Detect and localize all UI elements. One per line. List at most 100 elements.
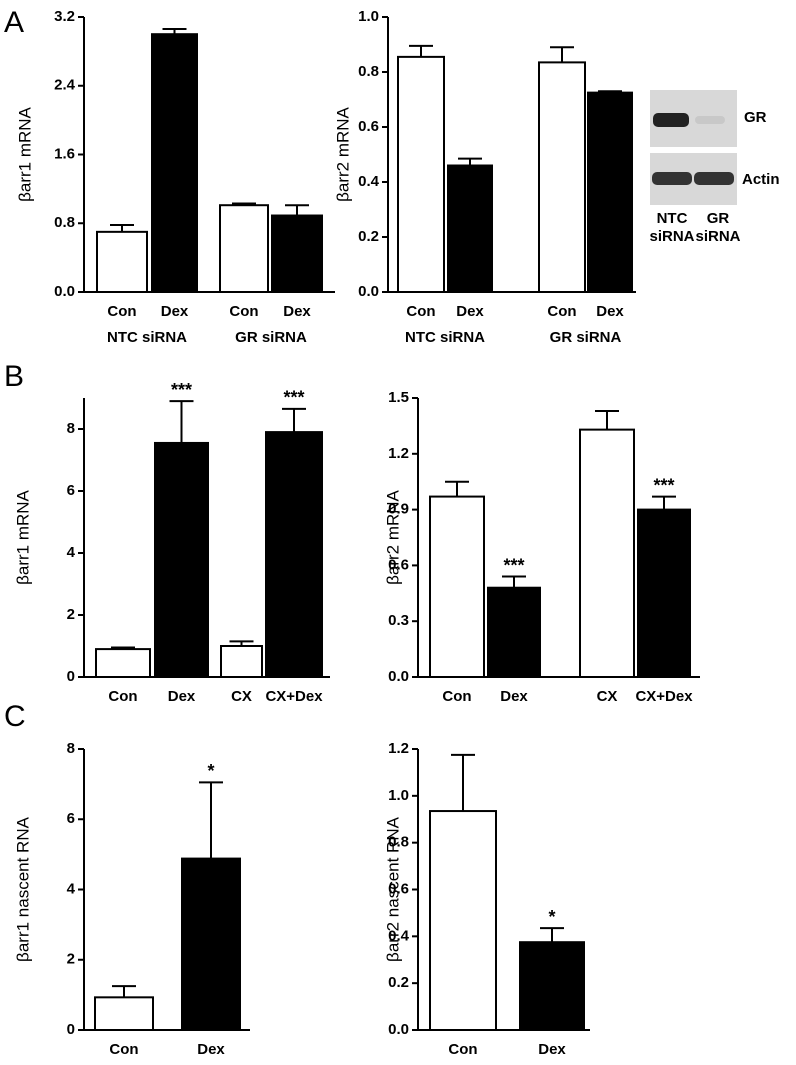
y-tick-label: 0.8 — [54, 214, 75, 231]
panel-label: B — [4, 360, 24, 393]
bar — [96, 230, 148, 293]
chart: βarr2 nascent RNA 0.0 0.2 0.4 0.6 0.8 1.0 1.2 Co… — [383, 740, 590, 1058]
y-tick-label: 1.2 — [388, 445, 409, 462]
y-tick-label: 6 — [67, 810, 75, 827]
blot-lane-label: siRNA — [649, 228, 694, 245]
x-tick-label: Con — [547, 303, 576, 320]
y-tick-label: 0.6 — [358, 118, 379, 135]
blot-lane-label: NTC — [657, 210, 688, 227]
y-tick-label: 0.8 — [388, 834, 409, 851]
y-tick-label: 1.5 — [388, 389, 409, 406]
y-tick-label: 3.2 — [54, 8, 75, 25]
y-tick-label: 6 — [67, 482, 75, 499]
significance-label: *** — [503, 555, 524, 575]
x-tick-label: CX+Dex — [265, 688, 323, 705]
y-tick-label: 1.2 — [388, 740, 409, 757]
y-tick-label: 8 — [67, 740, 75, 757]
bar — [538, 61, 586, 293]
bar — [637, 508, 691, 678]
y-tick-label: 0.6 — [388, 556, 409, 573]
y-tick-label: 0.4 — [388, 927, 410, 944]
bar — [519, 941, 585, 1031]
y-tick-label: 4 — [67, 880, 76, 897]
x-tick-label: Con — [448, 1041, 477, 1058]
y-tick-label: 2 — [67, 951, 75, 968]
y-tick-label: 0.9 — [388, 501, 409, 518]
blot-band — [652, 172, 692, 185]
y-tick-label: 0.0 — [54, 283, 75, 300]
y-tick-label: 0.6 — [388, 880, 409, 897]
bar — [579, 428, 635, 678]
y-tick-label: 0.0 — [388, 1021, 409, 1038]
blot-band-label: GR — [744, 109, 767, 126]
y-tick-label: 2 — [67, 606, 75, 623]
blot-band-label: Actin — [742, 171, 780, 188]
bar — [94, 996, 154, 1031]
chart: βarr1 nascent RNA 0 2 4 6 8 Con Dex * — [13, 740, 250, 1058]
significance-label: *** — [171, 380, 192, 400]
y-tick-label: 4 — [67, 544, 76, 561]
blot-lane-label: siRNA — [695, 228, 740, 245]
y-tick-label: 1.0 — [388, 787, 409, 804]
bar — [487, 586, 541, 678]
y-tick-label: 0.0 — [358, 283, 379, 300]
y-axis-label: βarr1 mRNA — [15, 106, 34, 201]
y-axis-label: βarr2 mRNA — [333, 106, 352, 201]
y-tick-label: 0.0 — [388, 668, 409, 685]
blot-band — [653, 113, 689, 127]
y-tick-label: 1.0 — [358, 8, 379, 25]
bar — [587, 91, 633, 293]
blot-lane-label: GR — [707, 210, 730, 227]
x-tick-label: Con — [109, 1041, 138, 1058]
x-tick-label: Dex — [168, 688, 196, 705]
x-tick-label: CX — [597, 688, 618, 705]
x-tick-label: Con — [107, 303, 136, 320]
significance-label: *** — [283, 388, 304, 408]
y-axis-label: βarr1 nascent RNA — [13, 816, 32, 962]
y-tick-label: 1.6 — [54, 145, 75, 162]
chart: βarr2 mRNA 0.0 0.3 0.6 0.9 1.2 1.5 Con Dex CX CX+D… — [383, 389, 700, 705]
chart: βarr1 mRNA 0.0 0.8 1.6 2.4 3.2 Con Dex Con Dex NTC… — [15, 8, 335, 346]
x-tick-label: Dex — [500, 688, 528, 705]
blot-band — [695, 116, 725, 124]
x-tick-label: Dex — [596, 303, 624, 320]
bar — [429, 810, 497, 1031]
bar — [265, 431, 323, 678]
group-label: NTC siRNA — [405, 329, 485, 346]
panel-label: A — [4, 6, 24, 39]
y-tick-label: 0.2 — [358, 228, 379, 245]
y-tick-label: 8 — [67, 420, 75, 437]
significance-label: * — [548, 907, 555, 927]
bar — [220, 645, 263, 678]
x-tick-label: Dex — [197, 1041, 225, 1058]
bar — [151, 33, 198, 293]
x-tick-label: Con — [406, 303, 435, 320]
x-tick-label: Con — [108, 688, 137, 705]
bar — [447, 164, 493, 293]
significance-label: *** — [653, 475, 674, 495]
bar — [219, 204, 269, 293]
significance-label: * — [207, 761, 214, 781]
y-tick-label: 0.3 — [388, 612, 409, 629]
chart: βarr1 mRNA 0 2 4 6 8 Con Dex CX CX+Dex *** *** — [13, 380, 330, 705]
bar — [271, 214, 323, 293]
y-tick-label: 2.4 — [54, 77, 76, 94]
x-tick-label: Con — [229, 303, 258, 320]
x-tick-label: Dex — [283, 303, 311, 320]
y-axis-label: βarr2 nascent RNA — [383, 816, 402, 962]
bar — [95, 648, 151, 678]
x-tick-label: Dex — [456, 303, 484, 320]
blot-band — [694, 172, 734, 185]
x-tick-label: Dex — [161, 303, 189, 320]
bar — [154, 441, 209, 679]
x-tick-label: CX — [231, 688, 252, 705]
group-label: NTC siRNA — [107, 329, 187, 346]
group-label: GR siRNA — [235, 329, 307, 346]
y-tick-label: 0.8 — [358, 63, 379, 80]
bar — [429, 495, 485, 678]
panel-label: C — [4, 700, 26, 733]
y-tick-label: 0 — [67, 1021, 75, 1038]
bar — [181, 857, 241, 1032]
y-axis-label: βarr1 mRNA — [13, 489, 32, 584]
